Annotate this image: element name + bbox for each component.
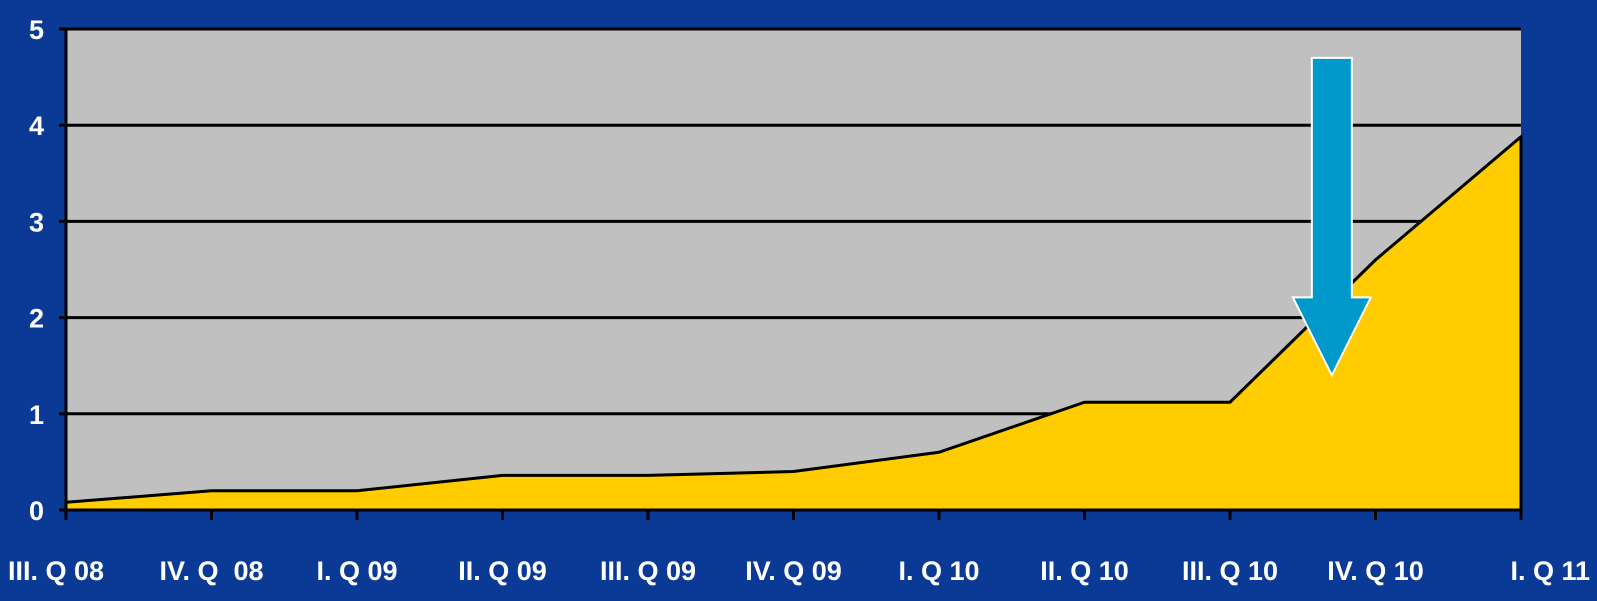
y-tick-label: 5 [29, 15, 44, 45]
y-tick-label: 3 [29, 207, 44, 237]
x-tick-labels: III. Q 08 IV. Q 08 I. Q 09 II. Q 09 III. Q 0… [8, 556, 1590, 586]
y-tick-labels: 0 1 2 3 4 5 [29, 15, 44, 526]
annotation-arrow [1291, 56, 1373, 378]
x-tick-label: II. Q 10 [1040, 556, 1129, 586]
x-tick-label: I. Q 09 [316, 556, 397, 586]
x-tick-label: IV. Q 08 [159, 556, 263, 586]
x-tick-label: III. Q 08 [8, 556, 104, 586]
x-tick-label: II. Q 09 [458, 556, 547, 586]
x-tick-label: III. Q 09 [600, 556, 696, 586]
x-tick-label: IV. Q 09 [745, 556, 842, 586]
axes [59, 27, 1523, 520]
x-tick-label: IV. Q 10 [1327, 556, 1424, 586]
y-tick-label: 1 [29, 400, 44, 430]
y-tick-label: 4 [29, 111, 44, 141]
y-tick-label: 2 [29, 304, 44, 334]
x-tick-label: I. Q 11 [1510, 556, 1590, 586]
x-tick-label: I. Q 10 [898, 556, 979, 586]
data-area [64, 133, 1523, 512]
y-tick-label: 0 [29, 496, 44, 526]
down-arrow-marker [1291, 56, 1373, 378]
x-tick-label: III. Q 10 [1182, 556, 1278, 586]
